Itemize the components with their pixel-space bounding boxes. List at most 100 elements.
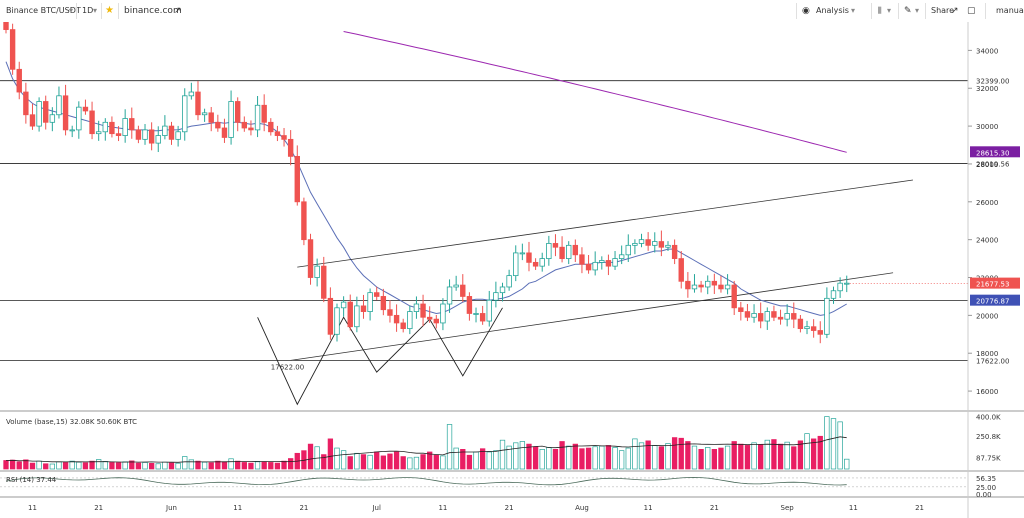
source-link[interactable]: binance.com bbox=[124, 6, 182, 16]
price-tick-label: 32000 bbox=[976, 85, 998, 93]
volume-bar bbox=[744, 445, 751, 470]
pencil-icon[interactable]: ✎ bbox=[904, 6, 912, 16]
volume-bar bbox=[519, 441, 526, 470]
symbol-dropdown-icon[interactable]: ▾ bbox=[69, 6, 74, 15]
price-pane: 17622.00 bbox=[0, 22, 968, 406]
volume-bar bbox=[572, 443, 578, 470]
indicators-dropdown-icon[interactable]: ▾ bbox=[887, 6, 892, 15]
candle-up bbox=[228, 101, 234, 138]
drawing-dropdown-icon[interactable]: ▾ bbox=[915, 6, 920, 15]
volume-bar bbox=[387, 453, 393, 470]
chart-area[interactable]: 17622.00 34000 32000 30000 28000 26000 24000 2… bbox=[0, 22, 1024, 518]
volume-bar bbox=[367, 454, 373, 470]
volume-bar bbox=[36, 460, 42, 470]
level-price-label: 17622.00 bbox=[976, 357, 1009, 365]
candle-up bbox=[36, 101, 42, 127]
volume-bar bbox=[433, 454, 439, 470]
interval-dropdown-icon[interactable]: ▾ bbox=[93, 6, 98, 15]
volume-bar bbox=[393, 451, 400, 470]
volume-bar bbox=[155, 463, 161, 470]
candle-up bbox=[122, 118, 128, 136]
candle-up bbox=[539, 258, 545, 267]
candle-down bbox=[387, 309, 393, 316]
candle-down bbox=[43, 101, 49, 123]
candle-up bbox=[314, 265, 320, 278]
time-tick-label: 21 bbox=[94, 504, 103, 512]
volume-bar bbox=[274, 462, 281, 470]
volume-bar bbox=[354, 452, 360, 470]
candle-down bbox=[744, 311, 751, 318]
volume-bar bbox=[148, 463, 155, 470]
analysis-dropdown-icon[interactable]: ▾ bbox=[851, 6, 856, 15]
candle-up bbox=[102, 121, 108, 133]
long-ma-price-tag: 28615.30 bbox=[976, 149, 1009, 157]
volume-bar bbox=[76, 461, 82, 470]
volume-bar bbox=[605, 445, 612, 470]
volume-bar bbox=[552, 449, 559, 470]
candle-down bbox=[420, 303, 426, 318]
time-tick-label: Jun bbox=[165, 504, 177, 512]
share-external-icon[interactable]: ↗ bbox=[951, 6, 959, 16]
candle-up bbox=[254, 104, 261, 131]
volume-bar bbox=[810, 438, 817, 470]
candle-up bbox=[440, 303, 446, 324]
candle-down bbox=[797, 318, 804, 330]
candle-down bbox=[685, 280, 691, 290]
long-ma-price-tag-bg bbox=[970, 146, 1020, 158]
top-toolbar: Binance BTC/USDT ▾ 1D ▾ ★ binance.com ↗ … bbox=[0, 0, 1024, 23]
candle-down bbox=[433, 318, 439, 324]
volume-title: Volume (base,15) 32.08K 50.60K BTC bbox=[6, 418, 137, 426]
share-button[interactable]: Share bbox=[931, 6, 955, 15]
volume-bar bbox=[195, 460, 201, 470]
volume-bar bbox=[539, 449, 545, 470]
candle-down bbox=[360, 305, 367, 312]
candle-up bbox=[592, 261, 598, 271]
volume-bar bbox=[632, 438, 638, 470]
candle-down bbox=[135, 129, 142, 140]
chart-background bbox=[0, 22, 1024, 518]
candle-up bbox=[499, 286, 506, 294]
volume-bar bbox=[321, 454, 327, 470]
volume-bar bbox=[168, 462, 175, 470]
eye-icon[interactable]: ◉ bbox=[802, 6, 810, 16]
price-tick-label: 34000 bbox=[976, 47, 998, 55]
indicators-icon[interactable]: ⫼ bbox=[878, 6, 882, 15]
symbol-selector[interactable]: Binance BTC/USDT bbox=[6, 6, 81, 15]
candle-up bbox=[691, 284, 698, 290]
volume-bar bbox=[281, 460, 287, 470]
candle-up bbox=[724, 284, 731, 290]
candle-up bbox=[612, 258, 618, 267]
volume-bar bbox=[698, 449, 704, 470]
snapshot-icon[interactable]: ▢ bbox=[967, 6, 976, 16]
candle-down bbox=[585, 263, 592, 271]
time-tick-label: 21 bbox=[299, 504, 308, 512]
volume-bar bbox=[592, 446, 598, 470]
candle-down bbox=[234, 101, 241, 123]
external-link-icon[interactable]: ↗ bbox=[174, 6, 182, 16]
volume-bar bbox=[532, 446, 539, 470]
volume-bar bbox=[288, 458, 294, 470]
volume-bar bbox=[400, 456, 406, 470]
candle-down bbox=[307, 239, 314, 278]
candle-up bbox=[705, 280, 711, 288]
price-tick-label: 30000 bbox=[976, 123, 998, 131]
volume-bar bbox=[678, 437, 684, 470]
mode-label[interactable]: manual bbox=[996, 6, 1024, 15]
candle-up bbox=[625, 244, 631, 256]
volume-bar bbox=[3, 460, 9, 470]
swing-low-label: 17622.00 bbox=[271, 363, 304, 371]
volume-bar bbox=[235, 460, 241, 470]
candle-down bbox=[347, 301, 353, 328]
volume-bar bbox=[43, 463, 49, 470]
volume-bar bbox=[824, 416, 830, 470]
analysis-button[interactable]: Analysis bbox=[816, 6, 849, 15]
candle-down bbox=[261, 104, 267, 123]
favorite-star-icon[interactable]: ★ bbox=[105, 5, 114, 16]
volume-bar bbox=[546, 447, 552, 470]
interval-selector[interactable]: 1D bbox=[82, 6, 94, 15]
volume-bar bbox=[612, 447, 618, 470]
candle-down bbox=[731, 284, 737, 309]
volume-bar bbox=[327, 438, 334, 470]
last-price-tag: 21677.53 bbox=[976, 281, 1009, 289]
volume-bar bbox=[453, 447, 459, 470]
